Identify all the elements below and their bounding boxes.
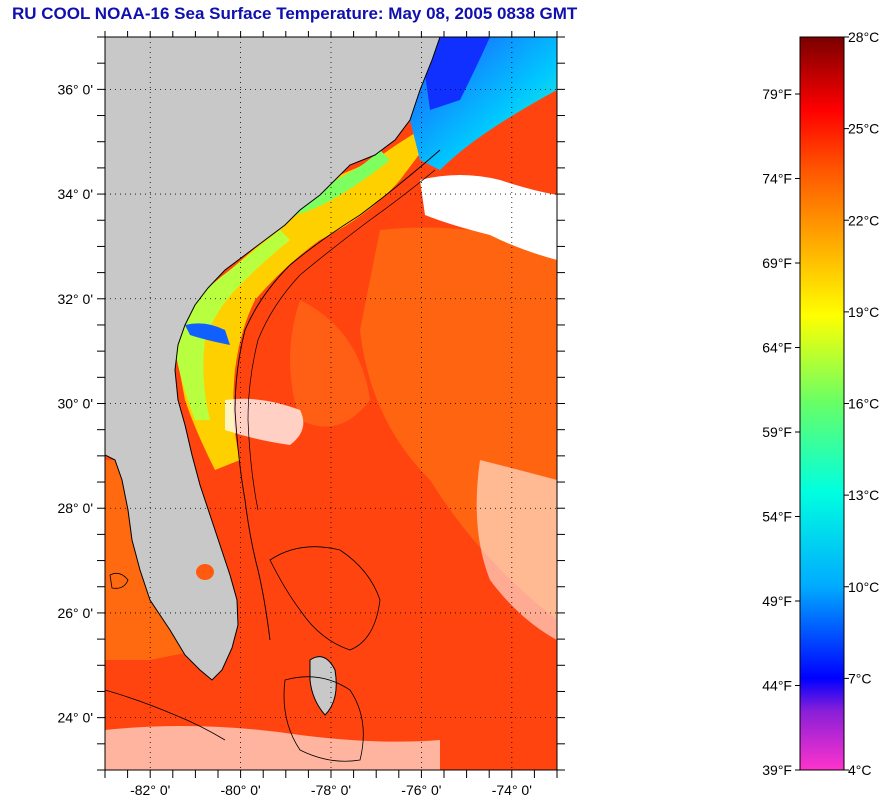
lon-tick-label: -80° 0' [221,782,261,798]
fahrenheit-label: 69°F [762,255,792,271]
warm-patch [290,300,370,427]
lat-tick-label: 24° 0' [57,710,93,726]
cloud-cover [225,398,304,445]
depth-contour [247,169,436,511]
bahamas-island [309,656,337,716]
celsius-label: 4°C [848,762,872,778]
fahrenheit-label: 79°F [762,86,792,102]
fahrenheit-label: 39°F [762,762,792,778]
land-mass [105,37,441,681]
lat-tick-label: 36° 0' [57,81,93,97]
celsius-label: 16°C [848,396,879,412]
celsius-label: 25°C [848,121,879,137]
fahrenheit-label: 54°F [762,509,792,525]
depth-contour [234,149,441,641]
lon-tick-label: -74° 0' [492,782,532,798]
map-title: RU COOL NOAA-16 Sea Surface Temperature:… [12,4,578,23]
fahrenheit-label: 49°F [762,593,792,609]
fahrenheit-label: 64°F [762,340,792,356]
cloud-cover [420,175,557,260]
lat-tick-label: 34° 0' [57,186,93,202]
celsius-label: 28°C [848,29,879,45]
latitude-labels: 36° 0' 34° 0' 32° 0' 30° 0' 28° 0' 26° 0' 24° … [57,81,93,725]
lat-tick-label: 26° 0' [57,605,93,621]
fahrenheit-label: 44°F [762,678,792,694]
depth-contour [283,676,364,762]
lat-tick-label: 30° 0' [57,396,93,412]
cool-inlet-water [185,323,230,345]
cloud-cover [476,460,557,640]
lon-tick-label: -76° 0' [401,782,441,798]
map-frame [104,36,558,771]
map-gridlines [97,31,565,778]
depth-contour [105,689,226,741]
lon-tick-label: -82° 0' [130,782,170,798]
celsius-label: 19°C [848,304,879,320]
cloud-cover [105,726,440,770]
colorbar [799,36,845,771]
lake [196,564,214,580]
celsius-label: 13°C [848,487,879,503]
fahrenheit-label: 59°F [762,424,792,440]
depth-contour [269,546,381,651]
celsius-label: 10°C [848,579,879,595]
celsius-label: 7°C [848,670,872,686]
lat-tick-label: 32° 0' [57,291,93,307]
celsius-label: 22°C [848,212,879,228]
depth-contour [109,572,129,589]
fahrenheit-label: 74°F [762,171,792,187]
lon-tick-label: -78° 0' [311,782,351,798]
lat-tick-label: 28° 0' [57,500,93,516]
shelf-cool-water [172,230,290,420]
coldest-water [420,37,490,110]
shelf-cool-water [295,150,390,215]
colorbar-labels: 28°C 25°C 22°C 19°C 16°C 13°C 10°C 7°C 4°C 79°F 74… [762,29,879,778]
longitude-labels: -82° 0' -80° 0' -78° 0' -76° 0' -74° 0' [130,782,532,798]
